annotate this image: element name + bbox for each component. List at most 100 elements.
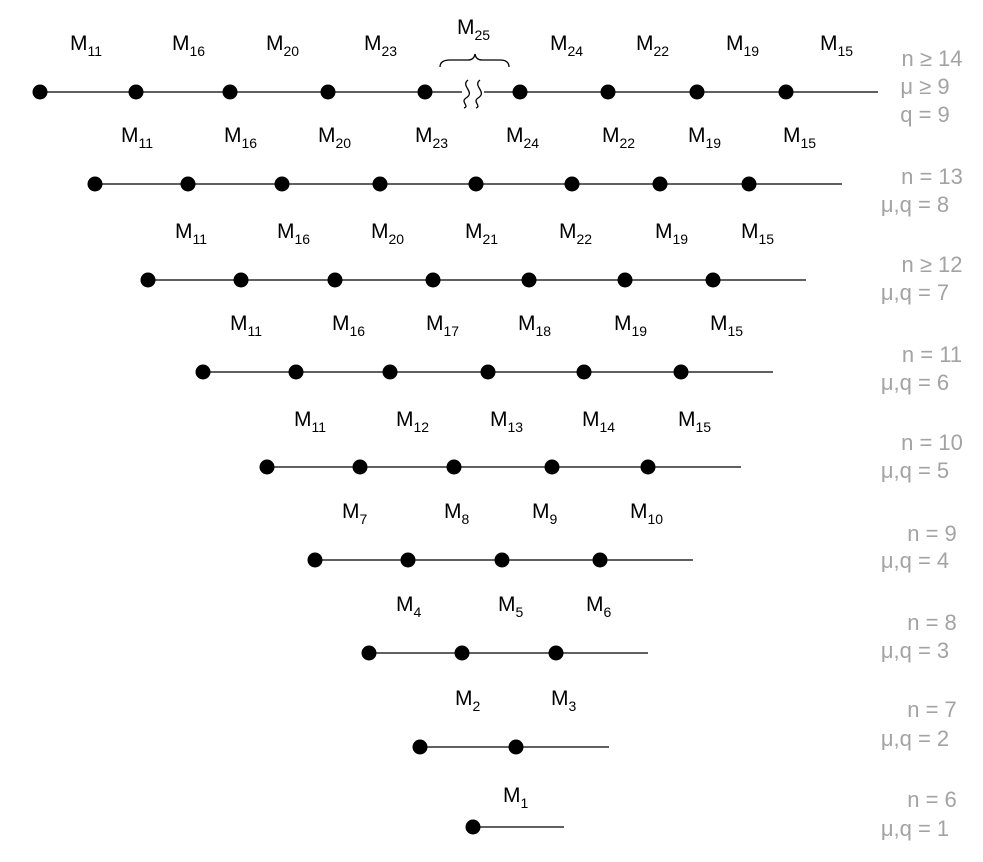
label-subscript: 2 [473, 698, 481, 714]
node-dot [494, 552, 510, 568]
label-subscript: 11 [312, 419, 327, 435]
node-dot [372, 176, 388, 192]
module-label: M21 [465, 220, 498, 247]
label-base: M [498, 593, 516, 616]
label-subscript: 5 [516, 604, 524, 620]
label-subscript: 15 [759, 231, 775, 247]
label-base: M [532, 500, 550, 523]
label-base: M [318, 124, 336, 147]
node-dot [128, 84, 144, 100]
label-base: M [678, 408, 696, 431]
label-base: M [614, 312, 632, 335]
node-dot [412, 739, 428, 755]
label-base: M [602, 124, 620, 147]
label-base: M [741, 220, 759, 243]
module-label: M15 [741, 220, 774, 247]
module-label: M23 [415, 124, 448, 151]
label-base: M [455, 687, 473, 710]
module-label: M20 [266, 32, 299, 59]
node-dot [195, 364, 211, 380]
label-base: M [820, 32, 838, 55]
node-dot [233, 272, 249, 288]
node-dot [417, 84, 433, 100]
condition-text: q = 9 [900, 102, 950, 127]
label-subscript: 9 [550, 511, 558, 527]
label-base: M [457, 16, 475, 39]
label-subscript: 22 [577, 231, 593, 247]
condition-text: n ≥ 12 [901, 252, 962, 277]
label-subscript: 22 [620, 135, 636, 151]
label-base: M [726, 32, 744, 55]
module-label: M5 [498, 593, 524, 620]
label-subscript: 13 [508, 419, 524, 435]
node-dot [652, 176, 668, 192]
node-dot [454, 645, 470, 661]
condition-text: n ≥ 14 [901, 46, 962, 71]
label-base: M [783, 124, 801, 147]
module-label: M24 [550, 32, 583, 59]
module-label: M18 [518, 312, 551, 339]
label-base: M [277, 220, 295, 243]
label-subscript: 15 [838, 43, 854, 59]
module-label: M3 [551, 687, 577, 714]
label-subscript: 24 [568, 43, 584, 59]
node-dot [307, 552, 323, 568]
label-base: M [506, 124, 524, 147]
label-subscript: 14 [600, 419, 616, 435]
label-subscript: 10 [648, 511, 664, 527]
node-dot [259, 459, 275, 475]
module-label: M19 [726, 32, 759, 59]
label-subscript: 16 [295, 231, 311, 247]
label-base: M [415, 124, 433, 147]
condition-text: μ,q = 6 [881, 370, 949, 395]
node-dot [512, 84, 528, 100]
row-8: M2 M3 n = 7 μ,q = 2 [412, 687, 957, 755]
label-subscript: 23 [433, 135, 449, 151]
condition-text: n = 8 [907, 610, 957, 635]
label-subscript: 11 [88, 43, 103, 59]
condition-text: μ,q = 1 [881, 816, 949, 841]
label-base: M [172, 32, 190, 55]
node-dot [548, 645, 564, 661]
label-subscript: 18 [536, 323, 552, 339]
module-label: M8 [444, 500, 470, 527]
module-label: M11 [294, 408, 326, 435]
condition-text: μ,q = 2 [881, 726, 949, 751]
label-subscript: 23 [382, 43, 398, 59]
node-dot [778, 84, 794, 100]
label-subscript: 3 [569, 698, 577, 714]
module-label: M10 [630, 500, 663, 527]
module-label: M13 [490, 408, 523, 435]
node-dot [400, 552, 416, 568]
label-subscript: 4 [414, 604, 422, 620]
node-dot [222, 84, 238, 100]
label-subscript: 15 [801, 135, 817, 151]
label-base: M [655, 220, 673, 243]
label-subscript: 20 [389, 231, 405, 247]
node-dot [425, 272, 441, 288]
condition-text: n = 7 [907, 697, 957, 722]
condition-text: n = 10 [901, 430, 963, 455]
node-dot [673, 364, 689, 380]
node-dot [327, 272, 343, 288]
label-subscript: 11 [139, 135, 154, 151]
label-subscript: 7 [360, 511, 368, 527]
condition-text: n = 9 [907, 521, 957, 546]
module-label: M6 [586, 593, 612, 620]
label-base: M [396, 593, 414, 616]
label-subscript: 16 [350, 323, 366, 339]
label-base: M [175, 220, 193, 243]
label-base: M [224, 124, 242, 147]
label-base: M [465, 220, 483, 243]
label-base: M [444, 500, 462, 523]
module-label: M1 [503, 784, 529, 811]
label-subscript: 19 [744, 43, 760, 59]
node-dot [361, 645, 377, 661]
label-subscript: 8 [462, 511, 470, 527]
node-dot [705, 272, 721, 288]
